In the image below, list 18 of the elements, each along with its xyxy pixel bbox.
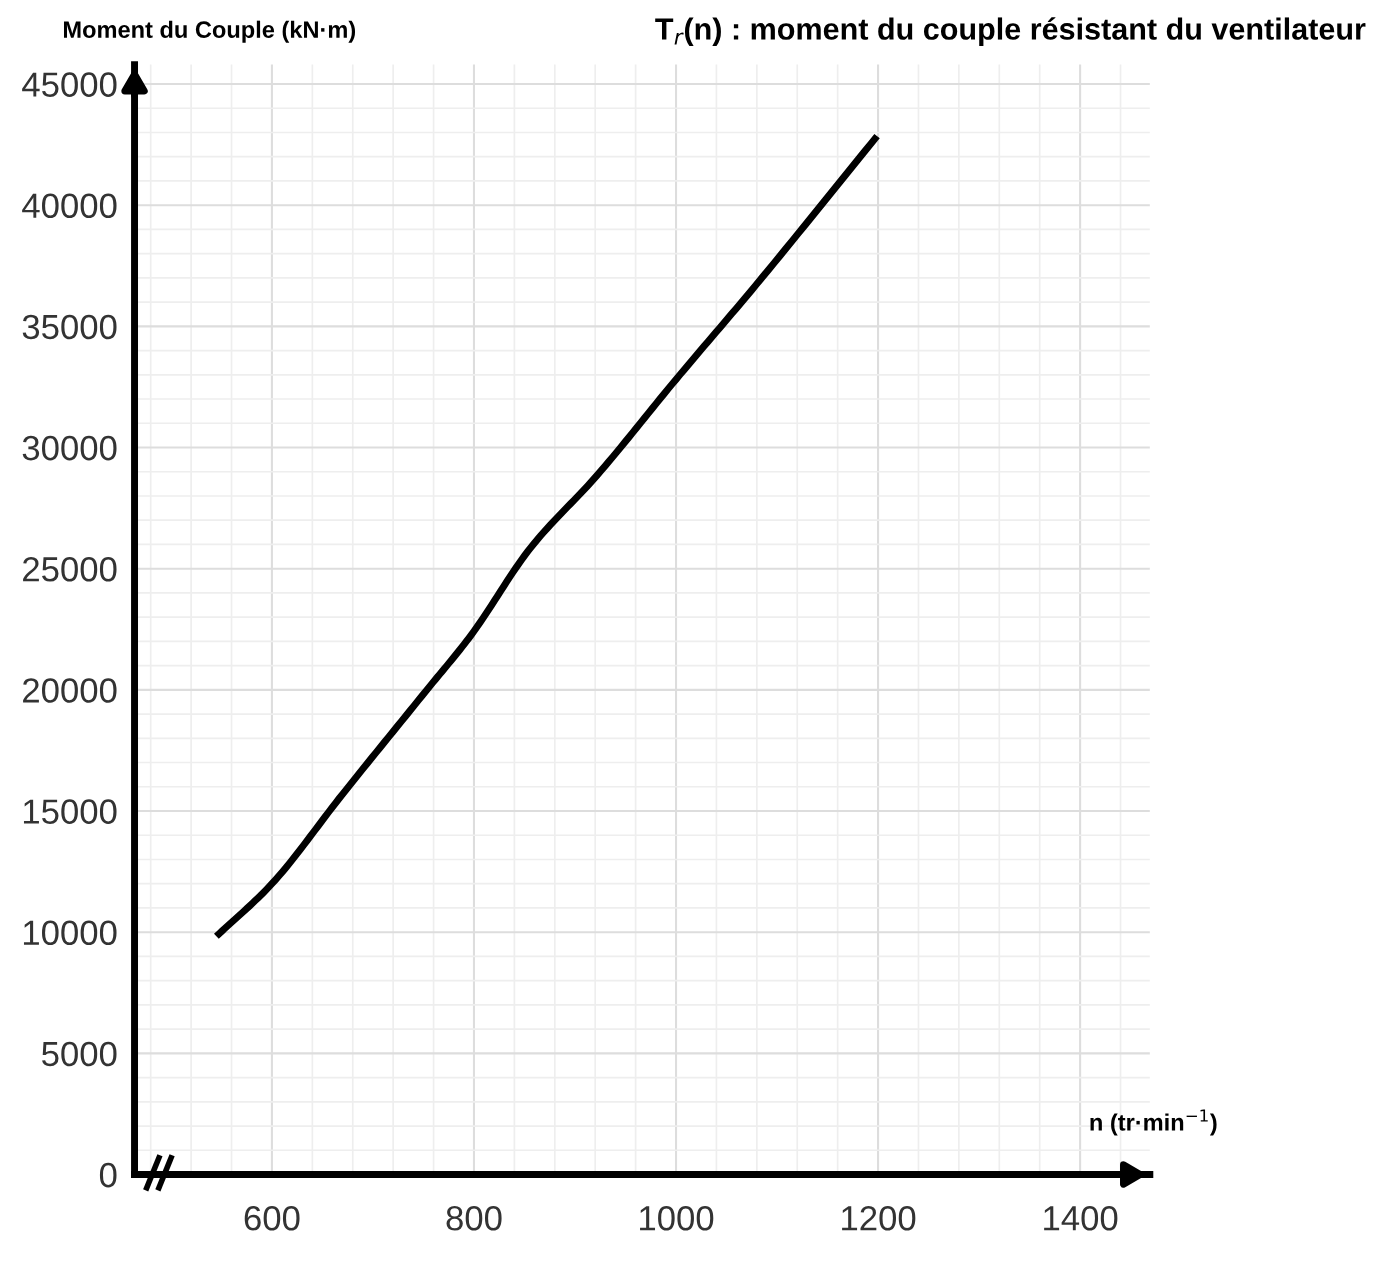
y-tick-label: 30000 (22, 435, 117, 461)
y-tick-label: 25000 (23, 557, 117, 582)
y-tick-label: 0 (99, 1162, 117, 1188)
y-axis-title: Moment du Couple (kN·m) (63, 20, 356, 43)
x-tick-label: 800 (446, 1205, 502, 1231)
y-tick-label: 20000 (23, 678, 117, 703)
x-axis-title: n (tr·min$^{−1}$) (1090, 1109, 1217, 1136)
x-tick-label: 1200 (842, 1205, 916, 1231)
chart-title: T$_{r}$(n) : moment du couple résistant du ventilateur (655, 17, 1366, 46)
y-tick-label: 5000 (42, 1041, 117, 1067)
y-tick-label: 45000 (22, 72, 117, 97)
y-tick-label: 40000 (22, 193, 117, 219)
y-tick-label: 10000 (23, 920, 117, 946)
x-tick-label: 1000 (640, 1205, 714, 1231)
y-tick-label: 15000 (23, 799, 117, 824)
x-tick-label: 600 (244, 1205, 300, 1231)
x-tick-label: 1400 (1044, 1205, 1118, 1231)
y-tick-label: 35000 (22, 314, 117, 340)
